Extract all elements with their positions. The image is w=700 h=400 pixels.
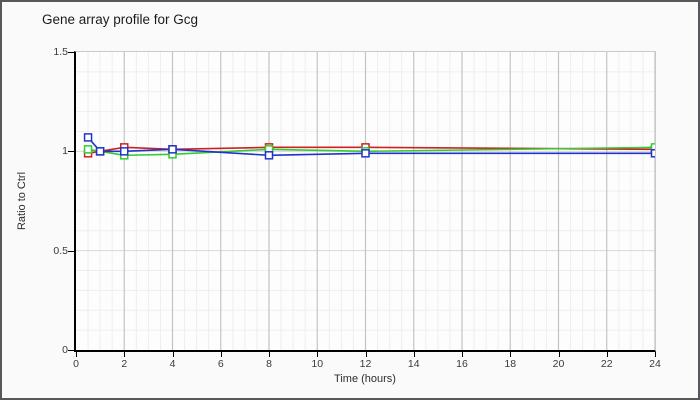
x-tick	[365, 352, 367, 357]
y-tick	[68, 250, 74, 252]
x-tick	[462, 352, 463, 357]
x-tick-label: 8	[266, 358, 272, 370]
series-green-marker	[83, 145, 93, 154]
series-blue-marker	[83, 133, 93, 142]
x-tick-label: 14	[407, 358, 420, 370]
series-blue-marker	[650, 149, 655, 158]
y-tick-label: 0	[62, 344, 68, 356]
x-tick-label: 10	[311, 358, 324, 370]
x-tick	[317, 352, 319, 357]
x-tick-label: 12	[359, 358, 372, 370]
x-tick	[220, 352, 222, 357]
x-tick-label: 0	[73, 358, 79, 370]
x-tick-label: 24	[649, 358, 661, 370]
x-tick-label: 16	[456, 358, 468, 370]
y-tick-label: 1.5	[53, 46, 68, 58]
y-tick-label: 1	[62, 145, 68, 158]
x-tick	[172, 352, 174, 357]
series-blue-marker	[361, 149, 370, 158]
x-tick	[510, 352, 512, 357]
x-tick-label: 6	[217, 358, 224, 370]
x-axis-label: Time (hours)	[334, 373, 396, 385]
x-tick	[413, 352, 415, 357]
plot-area	[74, 51, 656, 352]
y-tick	[68, 151, 74, 153]
y-tick	[68, 52, 74, 53]
chart-title: Gene array profile for Gcg	[42, 12, 199, 27]
series-blue-marker	[168, 145, 177, 154]
series-blue-marker	[95, 147, 105, 156]
x-tick	[124, 352, 126, 357]
series-green-marker	[650, 143, 655, 152]
x-tick	[269, 352, 270, 357]
x-tick-label: 22	[600, 358, 613, 370]
x-tick-label: 2	[121, 358, 128, 370]
x-tick-label: 4	[169, 358, 176, 370]
x-tick-label: 20	[552, 358, 565, 370]
plot-canvas	[76, 52, 655, 350]
y-axis-label: Ratio to Ctrl	[16, 171, 28, 231]
x-tick-label: 18	[504, 358, 517, 370]
x-tick	[606, 352, 608, 357]
y-tick	[68, 350, 74, 351]
series-blue-marker	[264, 151, 274, 160]
series-blue-marker	[120, 147, 129, 156]
x-tick	[558, 352, 560, 357]
y-tick-label: 0.5	[53, 244, 68, 257]
x-tick	[76, 352, 77, 357]
x-tick	[655, 352, 656, 357]
